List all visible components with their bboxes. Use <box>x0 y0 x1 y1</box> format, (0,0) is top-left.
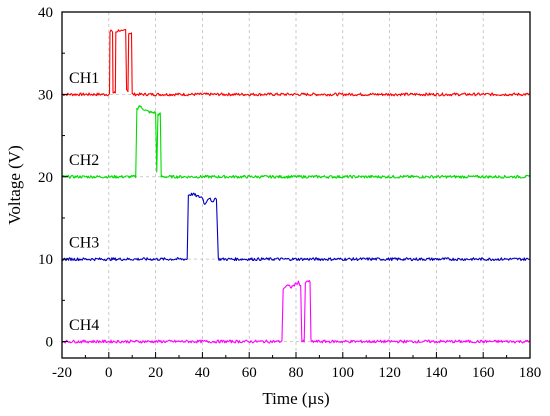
y-tick-label: 20 <box>38 170 53 186</box>
channel-label-ch1: CH1 <box>69 70 99 87</box>
y-tick-label: 30 <box>38 87 53 103</box>
channel-label-ch2: CH2 <box>69 152 99 169</box>
channel-labels: CH1 CH2 CH3 CH4 <box>69 70 99 334</box>
x-tick-label: 40 <box>195 365 210 381</box>
x-axis-title: Time (µs) <box>262 389 329 408</box>
x-tick-label: 60 <box>242 365 257 381</box>
x-tick-label: -20 <box>52 365 72 381</box>
y-tick-label: 0 <box>46 335 54 351</box>
x-tick-label: 160 <box>472 365 495 381</box>
x-tick-label: 180 <box>519 365 542 381</box>
y-axis-title: Voltage (V) <box>5 145 24 224</box>
x-tick-label: 20 <box>148 365 163 381</box>
series-ch4-line <box>61 279 531 344</box>
y-tick-label: 40 <box>38 5 53 21</box>
series-ch3-line <box>61 192 531 262</box>
x-tick-label: 100 <box>332 365 355 381</box>
series-layer <box>61 28 531 344</box>
channel-label-ch3: CH3 <box>69 235 99 252</box>
x-tick-label: 120 <box>378 365 401 381</box>
series-ch2-line <box>61 105 531 179</box>
y-tick-label: 10 <box>38 252 53 268</box>
x-tick-label: 0 <box>105 365 113 381</box>
x-tick-label: 80 <box>289 365 304 381</box>
channel-label-ch4: CH4 <box>69 317 99 334</box>
axes-ticks: -20 0 20 40 60 80 100 120 140 160 180 0 10 20 30 40 <box>38 5 541 381</box>
x-tick-label: 140 <box>425 365 448 381</box>
series-ch1-line <box>61 28 531 97</box>
